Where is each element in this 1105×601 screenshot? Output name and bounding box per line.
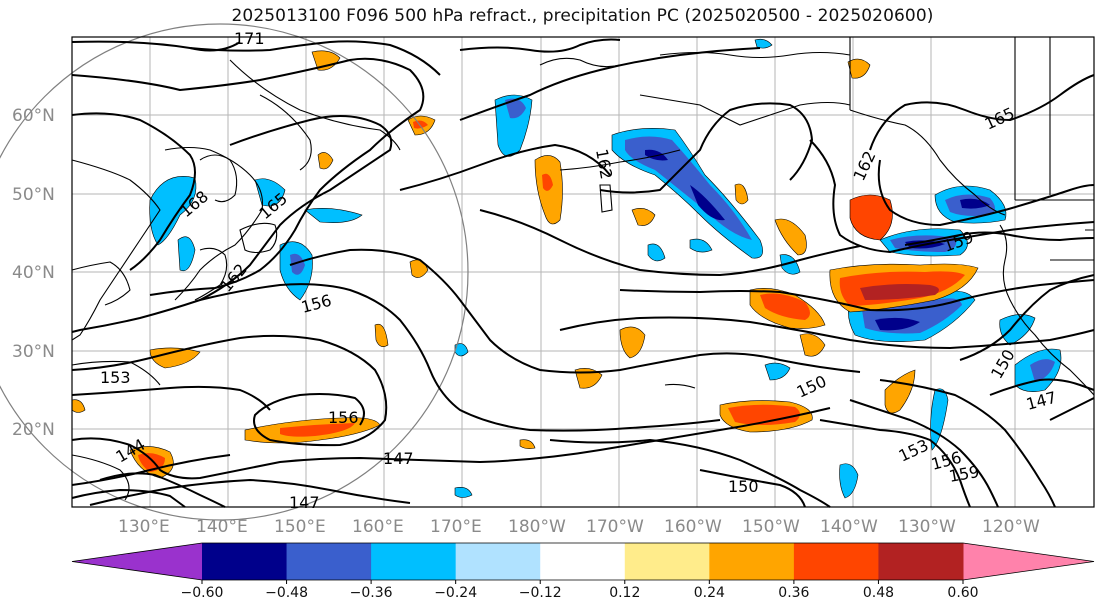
blue-patch xyxy=(177,236,196,272)
colorbar-segment xyxy=(455,543,541,580)
colorbar-segment xyxy=(202,543,288,580)
orange-patch xyxy=(799,333,826,357)
colorbar-segment xyxy=(286,543,372,580)
blue-patch xyxy=(839,463,859,499)
colorbar-tick-label: −0.12 xyxy=(519,585,562,601)
blue-patch xyxy=(454,343,469,357)
blue-patch xyxy=(779,254,801,275)
orange-patch xyxy=(71,399,86,413)
colorbar-segment xyxy=(371,543,457,580)
map-border xyxy=(71,36,1095,508)
colorbar-extension-low xyxy=(72,543,202,580)
colorbar-segment xyxy=(540,543,626,580)
blue-patch xyxy=(647,243,666,262)
longitude-labels: 130°E 140°E 150°E 160°E 170°E 180°W 170°… xyxy=(118,517,1040,537)
colorbar-tick-label: −0.36 xyxy=(350,585,393,601)
colorbar-tick-label: 0.12 xyxy=(609,585,640,601)
lon-label: 140°W xyxy=(820,517,878,537)
lon-label: 140°E xyxy=(196,517,248,537)
colorbar-tick-label: −0.24 xyxy=(434,585,477,601)
blue-patch xyxy=(764,362,791,381)
lon-label: 130°E xyxy=(118,517,170,537)
blue-patch xyxy=(304,208,363,223)
colorbar: −0.60 −0.48 −0.36 −0.24 −0.12 0.12 0.24 0.36 0.4… xyxy=(71,542,1095,601)
orange-patch xyxy=(849,194,893,241)
lat-label: 30°N xyxy=(12,342,55,362)
orange-patch xyxy=(847,58,871,79)
orange-patch xyxy=(774,218,807,256)
contour-label: 150 xyxy=(728,477,759,496)
colorbar-tick-label: 0.36 xyxy=(778,585,809,601)
colorbar-tick-label: −0.60 xyxy=(181,585,224,601)
contour-label: 153 xyxy=(100,368,131,387)
colorbar-segment xyxy=(793,543,879,580)
colorbar-extension-high xyxy=(963,543,1094,580)
reference-circle xyxy=(0,23,469,521)
orange-patch xyxy=(734,183,749,205)
contour-label: 156 xyxy=(328,408,359,427)
contour-label: 171 xyxy=(234,29,265,48)
map-area: 171 168 165 162 156 153 156 144 147 147 … xyxy=(0,23,1095,521)
lat-label: 20°N xyxy=(12,420,55,440)
blue-patch xyxy=(454,487,473,498)
lon-label: 160°E xyxy=(352,517,404,537)
blue-patch xyxy=(689,238,713,253)
lon-label: 150°E xyxy=(274,517,326,537)
blue-patch xyxy=(149,176,197,246)
contour-label: 147 xyxy=(383,449,414,468)
lon-label: 130°W xyxy=(898,517,956,537)
orange-patch xyxy=(311,50,341,71)
colorbar-segment xyxy=(878,543,964,580)
colorbar-segment xyxy=(709,543,795,580)
lat-label: 60°N xyxy=(12,106,55,126)
colorbar-tick-label: 0.60 xyxy=(947,585,978,601)
lon-label: 150°W xyxy=(742,517,800,537)
colorbar-tick-label: 0.24 xyxy=(694,585,725,601)
lon-label: 160°W xyxy=(664,517,722,537)
chart-title: 2025013100 F096 500 hPa refract., precip… xyxy=(231,6,934,26)
blue-patch xyxy=(930,388,949,451)
colorbar-tick-label: 0.48 xyxy=(863,585,894,601)
height-contours xyxy=(71,38,1095,508)
lon-label: 180°W xyxy=(508,517,566,537)
lon-label: 120°W xyxy=(982,517,1040,537)
latitude-labels: 60°N 50°N 40°N 30°N 20°N xyxy=(12,106,55,440)
colorbar-segment xyxy=(624,543,710,580)
orange-patch xyxy=(631,208,656,226)
orange-patch xyxy=(149,347,201,369)
colorbar-tick-label: −0.48 xyxy=(265,585,308,601)
lat-label: 40°N xyxy=(12,263,55,283)
lat-label: 50°N xyxy=(12,185,55,205)
orange-patch xyxy=(519,439,536,449)
contour-label: 147 xyxy=(289,493,320,512)
lon-label: 170°E xyxy=(430,517,482,537)
orange-patch xyxy=(619,326,646,359)
lon-label: 170°W xyxy=(586,517,644,537)
orange-patch xyxy=(374,323,389,347)
orange-patch xyxy=(317,152,334,170)
